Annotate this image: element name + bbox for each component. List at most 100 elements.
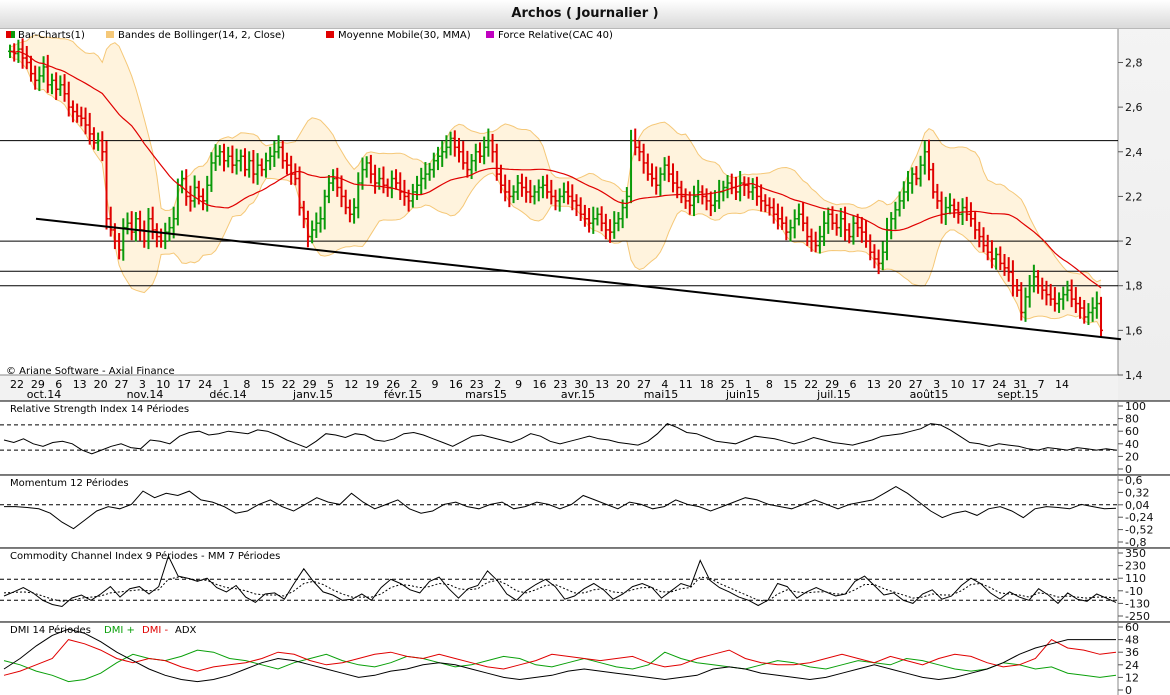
date-axis-background	[0, 375, 1118, 401]
date-axis-day-label: 23	[470, 378, 484, 391]
date-axis-month-label: août15	[910, 388, 949, 401]
bollinger-upper-band	[9, 34, 1102, 283]
date-axis-day-label: 2	[411, 378, 418, 391]
dmi-panel-title: DMI 14 Périodes	[10, 624, 91, 636]
date-axis-day-label: 29	[303, 378, 317, 391]
dmi-panel-ytick-label: 36	[1125, 646, 1139, 659]
dmi-panel-ytick-label: 48	[1125, 634, 1139, 647]
date-axis-day-label: 8	[243, 378, 250, 391]
trendline	[35, 217, 1122, 341]
date-axis-day-label: 23	[553, 378, 567, 391]
momentum-panel-background	[0, 475, 1170, 547]
date-axis-day-label: 13	[595, 378, 609, 391]
dmi-panel-legend-label: DMI -	[142, 625, 168, 636]
date-axis-day-label: 25	[721, 378, 735, 391]
rsi-panel-ytick-label: 40	[1125, 438, 1139, 451]
date-axis-day-label: 5	[327, 378, 334, 391]
date-axis-day-label: 22	[10, 378, 24, 391]
legend-label: Bar-Charts(1)	[18, 30, 85, 41]
date-axis-month-label: sept.15	[997, 388, 1038, 401]
date-axis-day-label: 17	[177, 378, 191, 391]
date-axis-day-label: 12	[344, 378, 358, 391]
cci-panel-ytick-label: 230	[1125, 560, 1146, 573]
price-ytick-label: 1,6	[1125, 324, 1143, 337]
date-axis-day-label: 29	[825, 378, 839, 391]
dmi-panel-series-line	[3, 638, 1117, 676]
moving-average-line	[9, 50, 1102, 289]
date-axis-day-label: 18	[700, 378, 714, 391]
legend-swatch	[106, 31, 114, 38]
date-axis-day-label: 1	[223, 378, 230, 391]
rsi-panel-ytick-label: 80	[1125, 413, 1139, 426]
date-axis-month-label: mai15	[644, 388, 679, 401]
legend-swatch	[326, 31, 334, 38]
chart-canvas: 2,8 2,6 2,4 2,2 2 1,8 1,6 1,4 Bar-Charts(1) Bande…	[0, 29, 1170, 695]
date-axis-month-label: déc.14	[209, 388, 246, 401]
date-axis-day-label: 15	[261, 378, 275, 391]
cci-panel-ytick-label: -130	[1125, 597, 1150, 610]
date-axis-day-label: 6	[55, 378, 62, 391]
cci-panel-ytick-label: 110	[1125, 572, 1146, 585]
date-axis-month-label: mars15	[465, 388, 507, 401]
rsi-panel-title: Relative Strength Index 14 Périodes	[10, 403, 189, 415]
date-axis-day-label: 24	[992, 378, 1006, 391]
legend-swatch	[486, 31, 494, 38]
momentum-panel-ytick-label: 0,04	[1125, 499, 1150, 512]
dmi-panel-ytick-label: 24	[1125, 659, 1139, 672]
date-axis-day-label: 20	[888, 378, 902, 391]
dmi-panel-legend-label: DMI +	[104, 625, 135, 636]
date-axis-day-label: 2	[494, 378, 501, 391]
dmi-panel-ytick-label: 60	[1125, 621, 1139, 634]
date-axis-day-label: 16	[449, 378, 463, 391]
window-title: Archos ( Journalier )	[0, 0, 1170, 29]
momentum-panel-ytick-label: 0,32	[1125, 486, 1150, 499]
rsi-panel-ytick-label: 60	[1125, 425, 1139, 438]
legend-label: Moyenne Mobile(30, MMA)	[338, 30, 471, 41]
date-axis-month-label: nov.14	[127, 388, 164, 401]
date-axis-day-label: 24	[198, 378, 212, 391]
dmi-panel-ytick-label: 0	[1125, 684, 1132, 695]
dmi-panel-ytick-label: 12	[1125, 671, 1139, 684]
date-axis-month-label: avr.15	[561, 388, 595, 401]
date-axis-day-label: 3	[139, 378, 146, 391]
momentum-panel-ytick-label: 0,6	[1125, 474, 1143, 487]
date-axis-day-label: 22	[804, 378, 818, 391]
date-axis-day-label: 15	[783, 378, 797, 391]
bollinger-band-area	[10, 34, 1101, 330]
price-ytick-label: 2,6	[1125, 101, 1143, 114]
rsi-panel-ytick-label: 100	[1125, 400, 1146, 413]
momentum-panel-ytick-label: -0,8	[1125, 536, 1146, 549]
date-axis-day-label: 9	[432, 378, 439, 391]
cci-panel-title: Commodity Channel Index 9 Périodes - MM …	[10, 550, 280, 562]
date-axis-month-label: oct.14	[27, 388, 62, 401]
legend-label: Bandes de Bollinger(14, 2, Close)	[118, 30, 285, 41]
date-axis-month-label: juin15	[725, 388, 760, 401]
date-axis-day-label: 16	[533, 378, 547, 391]
cci-panel-ytick-label: 350	[1125, 547, 1146, 560]
date-axis-month-label: juil.15	[816, 388, 851, 401]
rsi-panel-ytick-label: 0	[1125, 463, 1132, 476]
date-axis-day-label: 13	[73, 378, 87, 391]
date-axis-day-label: 17	[971, 378, 985, 391]
date-axis-day-label: 22	[282, 378, 296, 391]
date-axis-day-label: 3	[933, 378, 940, 391]
momentum-panel-ytick-label: -0,24	[1125, 511, 1153, 524]
price-ytick-label: 1,4	[1125, 369, 1143, 382]
date-axis-month-label: janv.15	[292, 388, 333, 401]
price-ytick-label: 2,8	[1125, 56, 1143, 69]
momentum-panel-series-line	[4, 486, 1117, 530]
date-axis-day-label: 6	[850, 378, 857, 391]
date-axis-day-label: 31	[1013, 378, 1027, 391]
dmi-panel-series-line	[3, 628, 1116, 683]
legend-swatch-up	[11, 31, 15, 38]
date-axis-day-label: 14	[1055, 378, 1069, 391]
date-axis-day-label: 11	[679, 378, 693, 391]
date-axis-day-label: 27	[115, 378, 129, 391]
date-axis-day-label: 10	[951, 378, 965, 391]
date-axis-day-label: 20	[616, 378, 630, 391]
rsi-panel-ytick-label: 20	[1125, 450, 1139, 463]
date-axis-day-label: 13	[867, 378, 881, 391]
price-ytick-label: 2,2	[1125, 190, 1143, 203]
cci-panel-ytick-label: -10	[1125, 585, 1143, 598]
